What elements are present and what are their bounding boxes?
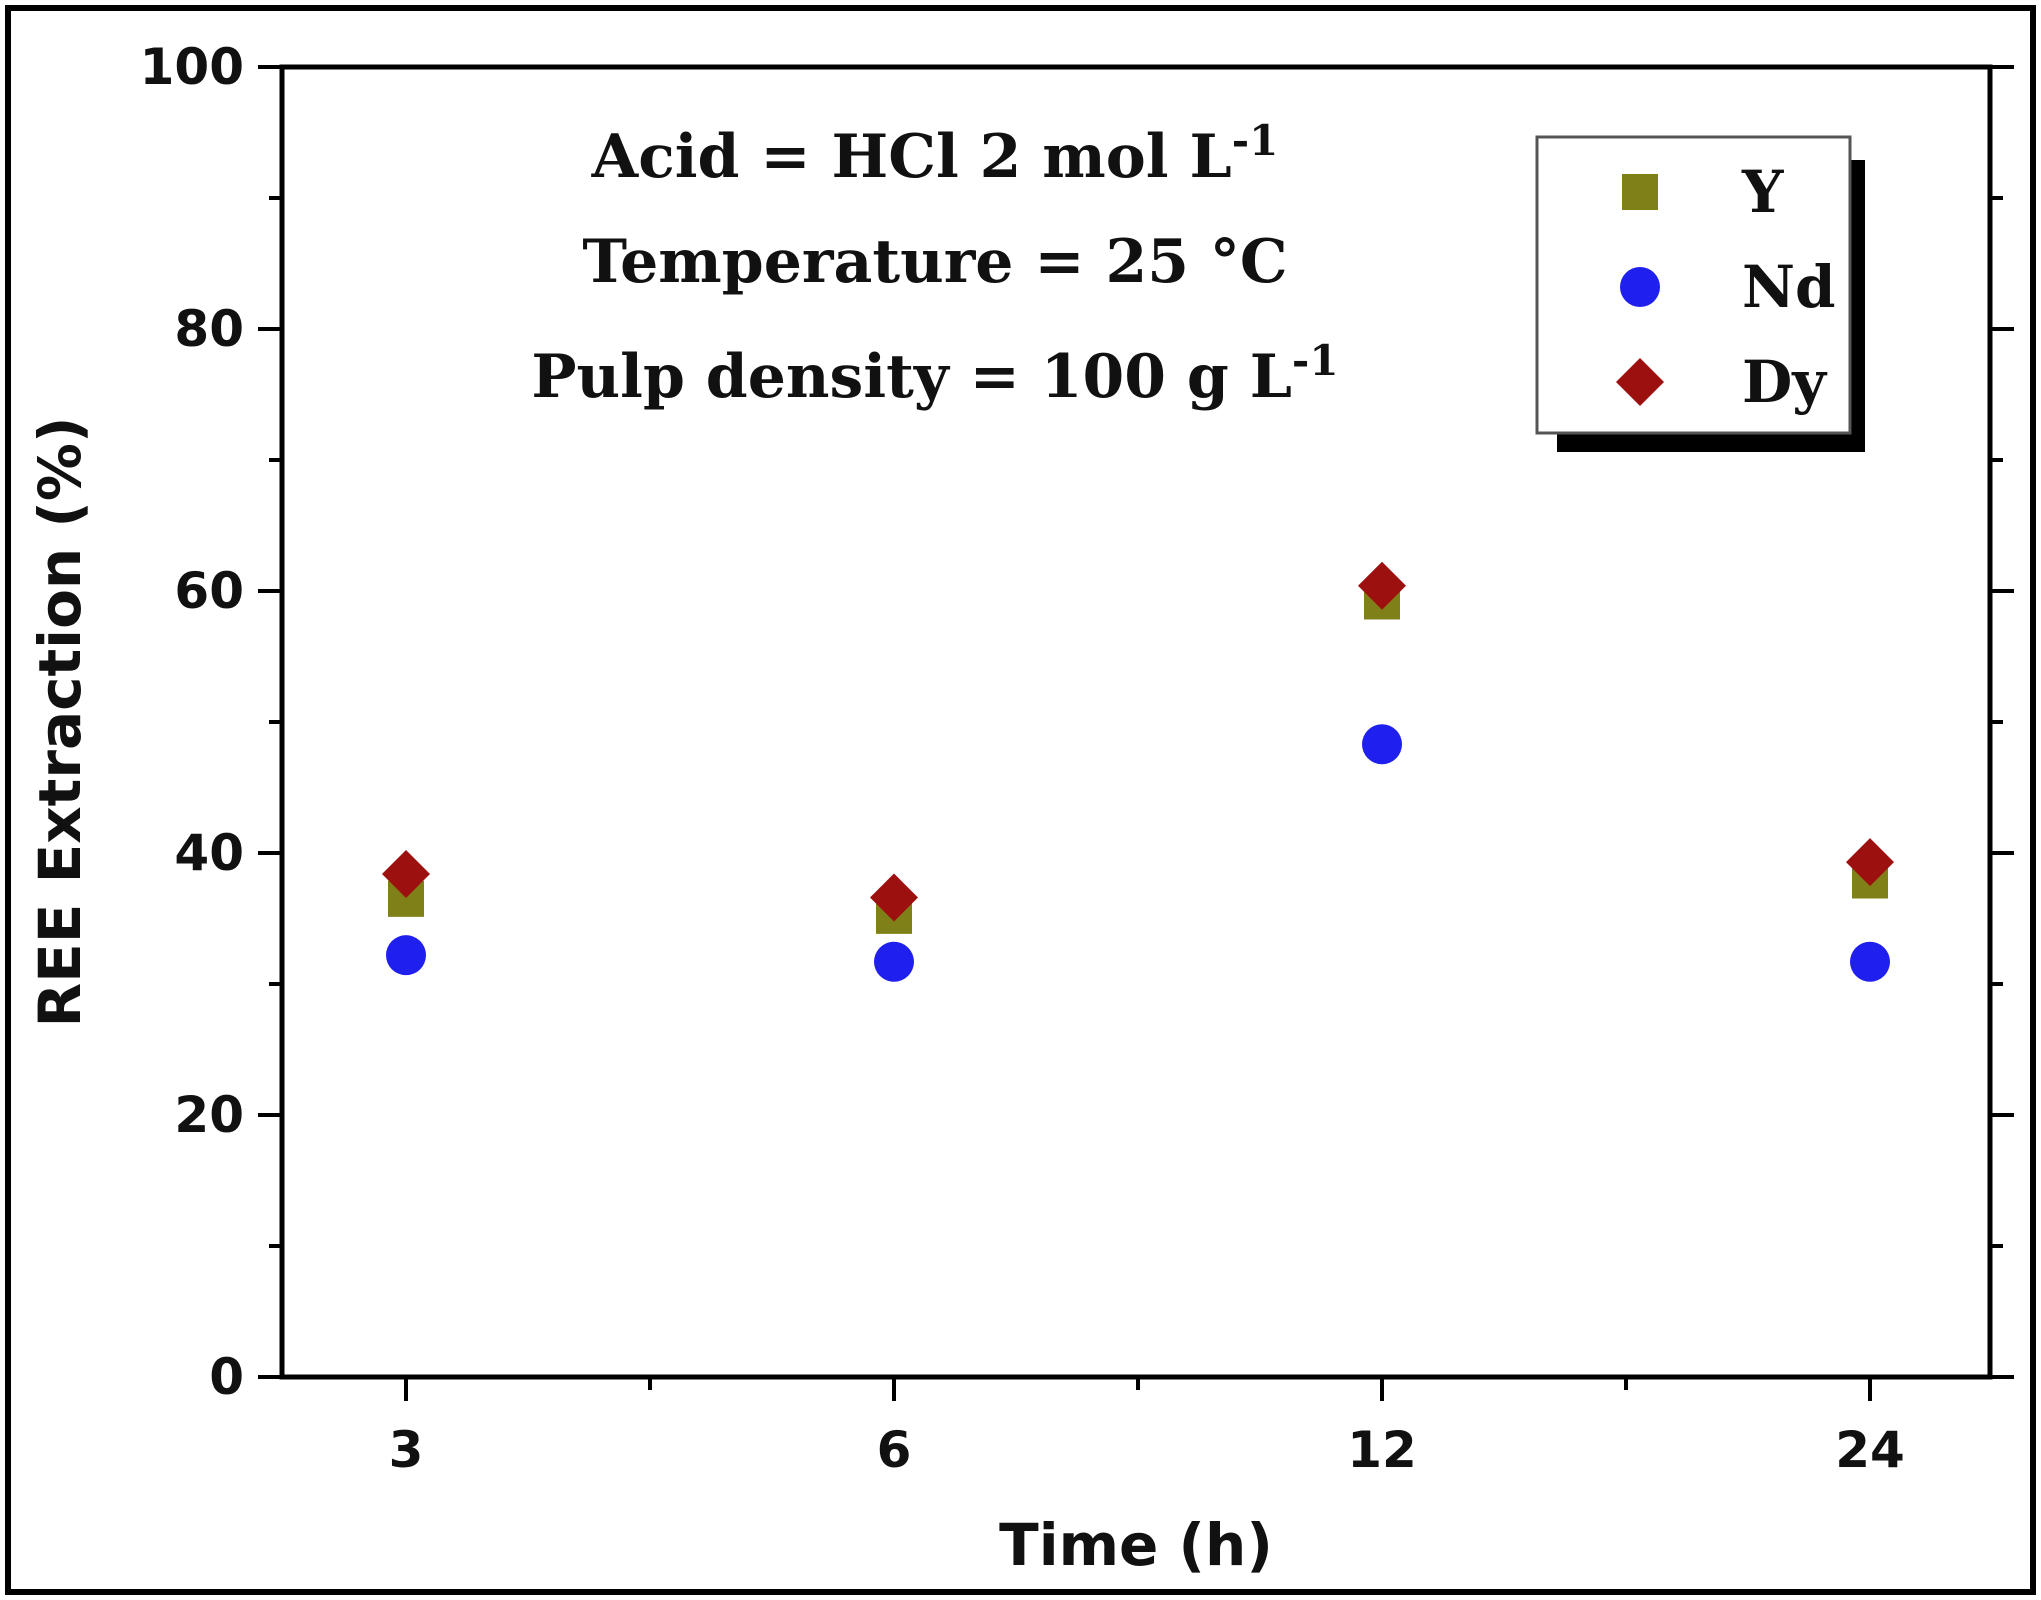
- y-axis-title: REE Extraction (%): [26, 416, 94, 1027]
- x-tick-label: 3: [389, 1421, 424, 1479]
- annotation-acid-text: Acid = HCl 2 mol L: [591, 122, 1232, 192]
- y-axis: 0 20 40 60 80 100: [140, 38, 2014, 1406]
- annotation-acid-sup: -1: [1232, 116, 1279, 165]
- y-tick-label: 100: [140, 38, 244, 96]
- data-point-nd: [1850, 941, 1890, 982]
- y-tick-label: 80: [174, 300, 244, 358]
- x-tick-label: 24: [1835, 1421, 1905, 1479]
- figure-frame: [5, 5, 2036, 1595]
- annotation-temperature: Temperature = 25 °C: [582, 227, 1287, 297]
- data-point-dy: [1846, 838, 1894, 887]
- annotation-pulp-text: Pulp density = 100 g L: [531, 342, 1292, 412]
- y-tick-label: 60: [174, 562, 244, 620]
- data-point-nd: [386, 935, 426, 976]
- data-point-dy: [870, 873, 918, 922]
- annotation-pulp-sup: -1: [1292, 336, 1339, 385]
- data-point-dy: [382, 849, 430, 898]
- legend: Y Nd Dy: [1535, 135, 1865, 452]
- annotation-block: Acid = HCl 2 mol L-1 Temperature = 25 °C…: [531, 116, 1338, 412]
- legend-marker-dy: [1616, 358, 1664, 406]
- data-point-nd: [874, 941, 914, 982]
- legend-label-y: Y: [1741, 158, 1784, 226]
- legend-label-dy: Dy: [1742, 348, 1828, 416]
- legend-label-nd: Nd: [1742, 253, 1836, 321]
- legend-marker-y: [1622, 174, 1658, 210]
- annotation-temperature-text: Temperature = 25 °C: [582, 227, 1287, 297]
- data-markers: [382, 561, 1894, 982]
- data-point-dy: [1358, 561, 1406, 610]
- y-tick-label: 20: [174, 1086, 244, 1144]
- annotation-pulp-density: Pulp density = 100 g L-1: [531, 336, 1338, 412]
- x-axis-title: Time (h): [999, 1511, 1273, 1579]
- data-point-nd: [1362, 724, 1402, 765]
- y-tick-label: 0: [209, 1348, 244, 1406]
- annotation-acid: Acid = HCl 2 mol L-1: [591, 116, 1279, 192]
- legend-marker-nd: [1620, 267, 1660, 307]
- x-axis: 3 6 12 24: [389, 1377, 1905, 1479]
- legend-box: [1535, 135, 1852, 435]
- y-tick-label: 40: [174, 824, 244, 882]
- x-tick-label: 12: [1347, 1421, 1417, 1479]
- x-tick-label: 6: [877, 1421, 912, 1479]
